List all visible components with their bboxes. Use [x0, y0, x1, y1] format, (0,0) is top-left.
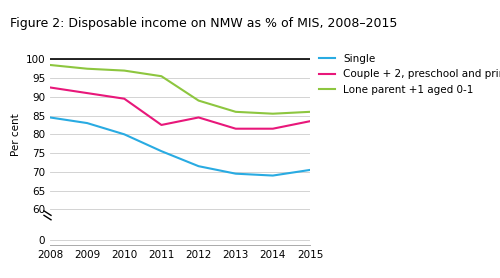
Single — [122, 133, 128, 136]
Single — [307, 168, 313, 172]
Single — [84, 121, 90, 125]
Couple + 2, preschool and primar — [122, 97, 128, 100]
Legend: Single, Couple + 2, preschool and primar, Lone parent +1 aged 0-1: Single, Couple + 2, preschool and primar… — [315, 50, 500, 99]
Lone parent +1 aged 0-1 — [122, 69, 128, 72]
Couple + 2, preschool and primar — [307, 120, 313, 123]
Lone parent +1 aged 0-1 — [158, 75, 164, 78]
Single — [158, 150, 164, 153]
Lone parent +1 aged 0-1 — [84, 67, 90, 70]
Lone parent +1 aged 0-1 — [307, 110, 313, 113]
Couple + 2, preschool and primar — [196, 116, 202, 119]
Couple + 2, preschool and primar — [47, 86, 53, 89]
Lone parent +1 aged 0-1 — [232, 110, 238, 113]
Line: Single: Single — [50, 117, 310, 175]
Couple + 2, preschool and primar — [158, 123, 164, 126]
Couple + 2, preschool and primar — [270, 127, 276, 130]
Couple + 2, preschool and primar — [232, 127, 238, 130]
Lone parent +1 aged 0-1 — [270, 112, 276, 115]
Couple + 2, preschool and primar — [84, 91, 90, 95]
Single — [47, 116, 53, 119]
Text: Figure 2: Disposable income on NMW as % of MIS, 2008–2015: Figure 2: Disposable income on NMW as % … — [10, 17, 398, 30]
Line: Couple + 2, preschool and primar: Couple + 2, preschool and primar — [50, 88, 310, 129]
Lone parent +1 aged 0-1 — [196, 99, 202, 102]
Single — [232, 172, 238, 175]
Y-axis label: Per cent: Per cent — [12, 113, 22, 156]
Lone parent +1 aged 0-1 — [47, 63, 53, 67]
Single — [270, 174, 276, 177]
Single — [196, 165, 202, 168]
Line: Lone parent +1 aged 0-1: Lone parent +1 aged 0-1 — [50, 65, 310, 114]
